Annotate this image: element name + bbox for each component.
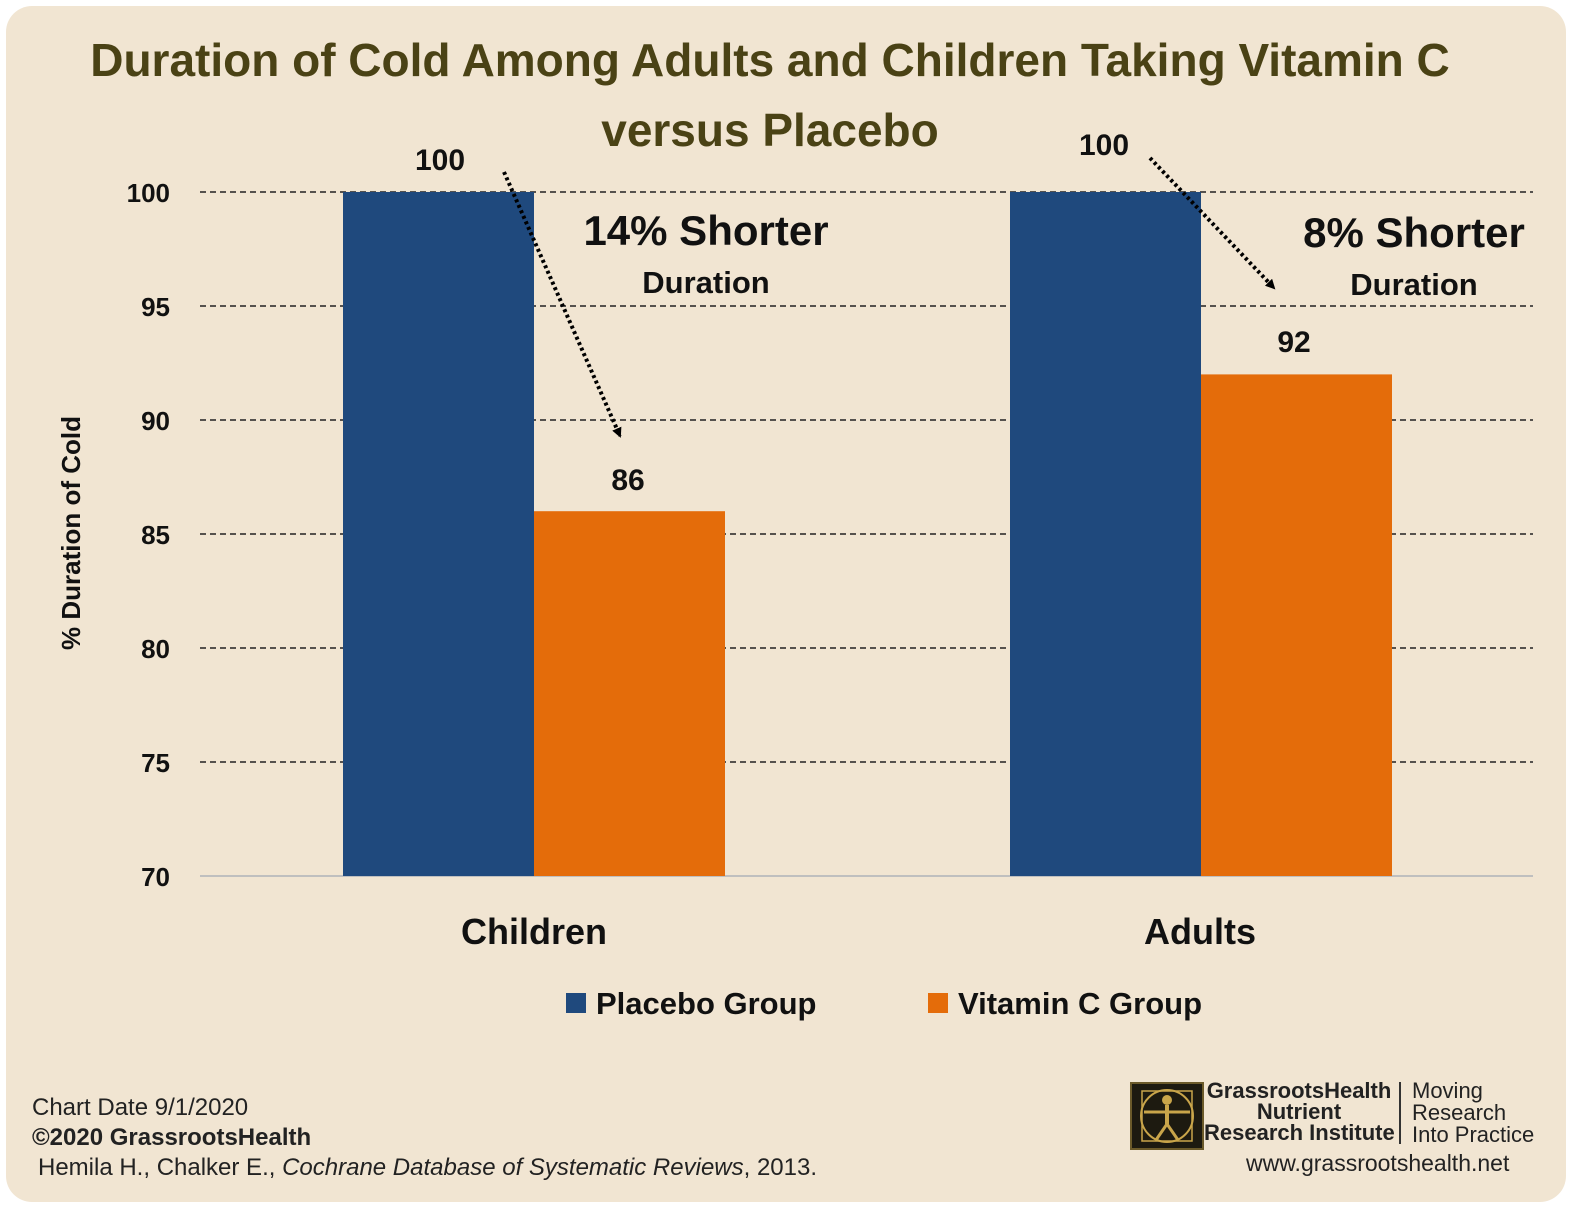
tagline-line-2: Research (1412, 1100, 1507, 1125)
citation-authors: Hemila H., Chalker E., (38, 1154, 283, 1181)
vitruvian-man-icon (1130, 1082, 1204, 1150)
citation-journal: Cochrane Database of Systematic Reviews (282, 1154, 744, 1181)
bar-placebo-children (343, 192, 534, 876)
bar-vitaminc-children (534, 511, 725, 876)
category-label-adults: Adults (1144, 911, 1256, 952)
chart-title-line-1: Duration of Cold Among Adults and Childr… (90, 34, 1450, 86)
annotation-children-percent: 14% Shorter (583, 207, 828, 254)
arrow-children (502, 171, 622, 438)
tagline-line-3: Into Practice (1412, 1122, 1535, 1147)
legend-swatch-placebo (566, 993, 586, 1013)
bars (343, 192, 1392, 876)
y-axis-ticks: 100 95 90 85 80 75 70 (127, 178, 170, 892)
y-tick-label: 80 (141, 634, 170, 664)
website-link[interactable]: www.grassrootshealth.net (1246, 1150, 1510, 1176)
legend-swatch-vitaminc (928, 993, 948, 1013)
data-label-placebo-adults: 100 (1079, 129, 1129, 162)
y-tick-label: 100 (127, 178, 170, 208)
data-label-placebo-children: 100 (415, 144, 465, 177)
y-axis-label: % Duration of Cold (56, 416, 86, 650)
org-name-line-1: GrassrootsHealth (1206, 1078, 1392, 1103)
annotation-children-duration: Duration (642, 265, 769, 300)
citation: Hemila H., Chalker E., Cochrane Database… (38, 1154, 817, 1182)
data-label-vitaminc-adults: 92 (1277, 326, 1310, 359)
y-tick-label: 85 (141, 520, 170, 550)
y-tick-label: 90 (141, 406, 170, 436)
annotation-adults-percent: 8% Shorter (1303, 209, 1525, 256)
data-label-vitaminc-children: 86 (611, 464, 644, 497)
tagline-line-1: Moving (1412, 1078, 1483, 1103)
annotation-adults-duration: Duration (1350, 267, 1477, 302)
category-label-children: Children (461, 911, 607, 952)
copyright: ©2020 GrassrootsHealth (32, 1124, 312, 1151)
citation-year: , 2013. (743, 1154, 818, 1181)
y-tick-label: 70 (141, 862, 170, 892)
bar-placebo-adults (1010, 192, 1201, 876)
bar-vitaminc-adults (1201, 374, 1392, 876)
org-name-line-2: Nutrient (1256, 1099, 1342, 1124)
chart-title-line-2: versus Placebo (601, 104, 939, 156)
y-tick-label: 75 (141, 748, 170, 778)
legend-label-vitaminc: Vitamin C Group (958, 986, 1202, 1021)
legend-label-placebo: Placebo Group (596, 986, 816, 1021)
brand-divider (1399, 1082, 1401, 1144)
chart-date: Chart Date 9/1/2020 (32, 1094, 249, 1121)
org-name-line-3: Research Institute (1204, 1120, 1395, 1145)
y-tick-label: 95 (141, 292, 170, 322)
legend: Placebo Group Vitamin C Group (566, 986, 1202, 1021)
